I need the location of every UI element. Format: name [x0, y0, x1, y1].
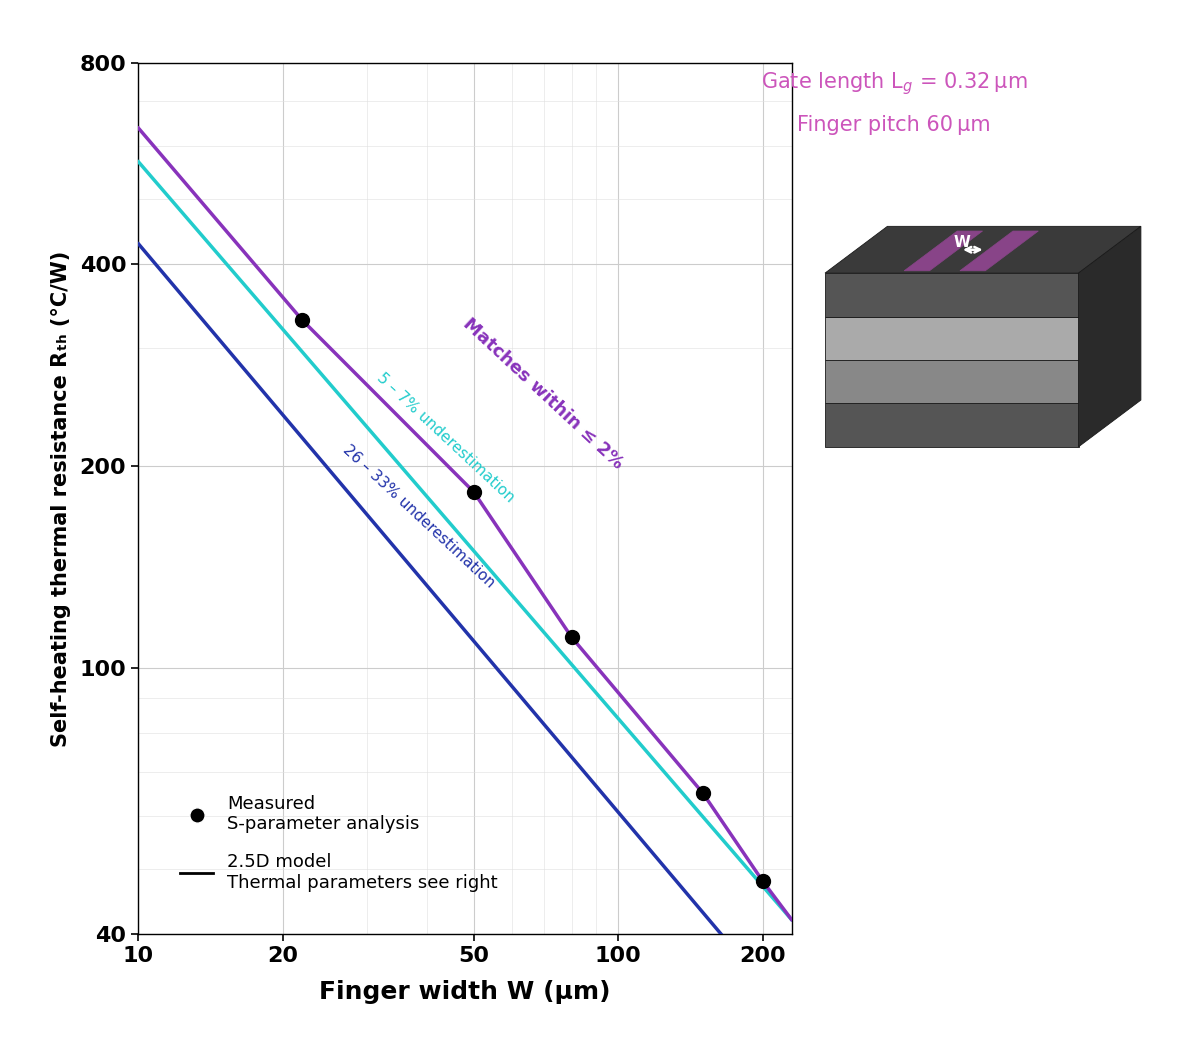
Polygon shape [826, 316, 1079, 360]
Y-axis label: Self-heating thermal resistance Rₜₕ (°C/W): Self-heating thermal resistance Rₜₕ (°C/… [52, 251, 71, 746]
Text: Matches within ≤ 2%: Matches within ≤ 2% [460, 315, 628, 473]
Text: Film BTE (In-plane): Film BTE (In-plane) [878, 493, 1072, 511]
Point [754, 873, 773, 889]
Point [464, 483, 484, 500]
Polygon shape [1079, 227, 1141, 447]
Point [562, 630, 581, 646]
Point [694, 785, 713, 802]
Polygon shape [826, 360, 1079, 403]
Text: Standalone film BTE: Standalone film BTE [872, 613, 1078, 631]
Text: Gate length L$_g$ = 0.32 μm: Gate length L$_g$ = 0.32 μm [761, 70, 1027, 97]
Text: Multilayer BTE (Cross-pl.): Multilayer BTE (Cross-pl.) [862, 536, 1088, 554]
Point [293, 312, 312, 329]
Polygon shape [826, 403, 1079, 447]
Text: 26 – 33% underestimation: 26 – 33% underestimation [341, 442, 498, 590]
Polygon shape [826, 274, 1079, 316]
X-axis label: Finger width W (μm): Finger width W (μm) [319, 980, 611, 1004]
Legend: Measured
S-parameter analysis, 2.5D model
Thermal parameters see right: Measured S-parameter analysis, 2.5D mode… [173, 787, 505, 899]
Text: W: W [954, 235, 971, 251]
Text: Bulk conductivities: Bulk conductivities [878, 741, 1072, 760]
Text: 5 – 7% underestimation: 5 – 7% underestimation [373, 370, 517, 505]
Polygon shape [960, 231, 1038, 270]
Text: Finger pitch 60 μm: Finger pitch 60 μm [797, 115, 991, 136]
Text: Cross-plane & In-plane: Cross-plane & In-plane [872, 656, 1078, 674]
Polygon shape [826, 227, 1141, 274]
Polygon shape [904, 231, 983, 270]
